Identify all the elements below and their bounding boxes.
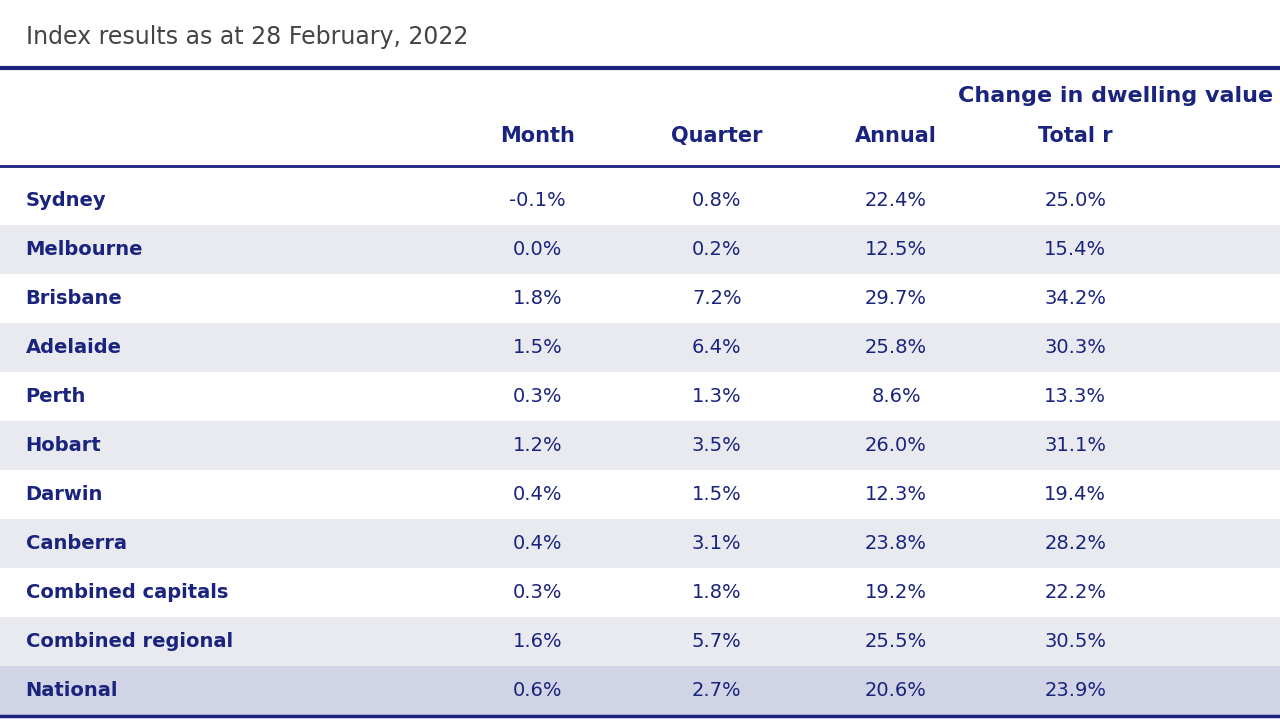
Text: 0.8%: 0.8% bbox=[692, 192, 741, 210]
Text: Annual: Annual bbox=[855, 126, 937, 146]
Text: 19.4%: 19.4% bbox=[1044, 485, 1106, 504]
Text: 20.6%: 20.6% bbox=[865, 681, 927, 700]
Text: 23.9%: 23.9% bbox=[1044, 681, 1106, 700]
Text: 29.7%: 29.7% bbox=[865, 289, 927, 308]
Bar bbox=[0, 519, 1280, 568]
Text: Combined regional: Combined regional bbox=[26, 632, 233, 651]
Text: Brisbane: Brisbane bbox=[26, 289, 123, 308]
Text: Melbourne: Melbourne bbox=[26, 240, 143, 259]
Text: -0.1%: -0.1% bbox=[509, 192, 566, 210]
Text: 3.5%: 3.5% bbox=[692, 436, 741, 455]
Text: 1.5%: 1.5% bbox=[692, 485, 741, 504]
Text: Change in dwelling value: Change in dwelling value bbox=[959, 86, 1274, 107]
Text: 0.2%: 0.2% bbox=[692, 240, 741, 259]
Text: 19.2%: 19.2% bbox=[865, 583, 927, 602]
Bar bbox=[0, 274, 1280, 323]
Text: 25.0%: 25.0% bbox=[1044, 192, 1106, 210]
Text: 8.6%: 8.6% bbox=[872, 387, 920, 406]
Text: Combined capitals: Combined capitals bbox=[26, 583, 228, 602]
Text: 1.6%: 1.6% bbox=[513, 632, 562, 651]
Text: 13.3%: 13.3% bbox=[1044, 387, 1106, 406]
Text: 15.4%: 15.4% bbox=[1044, 240, 1106, 259]
Text: Index results as at 28 February, 2022: Index results as at 28 February, 2022 bbox=[26, 25, 468, 49]
Text: 25.5%: 25.5% bbox=[865, 632, 927, 651]
Text: Month: Month bbox=[500, 126, 575, 146]
Text: 34.2%: 34.2% bbox=[1044, 289, 1106, 308]
Text: 1.8%: 1.8% bbox=[513, 289, 562, 308]
Text: 0.6%: 0.6% bbox=[513, 681, 562, 700]
Text: 31.1%: 31.1% bbox=[1044, 436, 1106, 455]
Text: Perth: Perth bbox=[26, 387, 86, 406]
Text: 1.5%: 1.5% bbox=[513, 338, 562, 357]
Text: 12.5%: 12.5% bbox=[865, 240, 927, 259]
Text: Hobart: Hobart bbox=[26, 436, 101, 455]
Text: Canberra: Canberra bbox=[26, 534, 127, 553]
Text: Quarter: Quarter bbox=[671, 126, 763, 146]
Text: 22.4%: 22.4% bbox=[865, 192, 927, 210]
Text: 26.0%: 26.0% bbox=[865, 436, 927, 455]
Bar bbox=[0, 323, 1280, 372]
Text: 0.0%: 0.0% bbox=[513, 240, 562, 259]
Text: 0.4%: 0.4% bbox=[513, 534, 562, 553]
Text: Darwin: Darwin bbox=[26, 485, 102, 504]
Bar bbox=[0, 421, 1280, 470]
Bar bbox=[0, 666, 1280, 715]
Text: 1.8%: 1.8% bbox=[692, 583, 741, 602]
Text: 0.3%: 0.3% bbox=[513, 387, 562, 406]
Bar bbox=[0, 617, 1280, 666]
Text: 0.4%: 0.4% bbox=[513, 485, 562, 504]
Text: 0.3%: 0.3% bbox=[513, 583, 562, 602]
Text: 2.7%: 2.7% bbox=[692, 681, 741, 700]
Text: 30.3%: 30.3% bbox=[1044, 338, 1106, 357]
Text: 6.4%: 6.4% bbox=[692, 338, 741, 357]
Bar bbox=[0, 176, 1280, 225]
Text: 12.3%: 12.3% bbox=[865, 485, 927, 504]
Text: 25.8%: 25.8% bbox=[865, 338, 927, 357]
Text: 7.2%: 7.2% bbox=[692, 289, 741, 308]
Text: 22.2%: 22.2% bbox=[1044, 583, 1106, 602]
Text: Sydney: Sydney bbox=[26, 192, 106, 210]
Text: 5.7%: 5.7% bbox=[692, 632, 741, 651]
Text: Adelaide: Adelaide bbox=[26, 338, 122, 357]
Text: Total r: Total r bbox=[1038, 126, 1112, 146]
Text: 1.3%: 1.3% bbox=[692, 387, 741, 406]
Text: 3.1%: 3.1% bbox=[692, 534, 741, 553]
Text: 1.2%: 1.2% bbox=[513, 436, 562, 455]
Bar bbox=[0, 470, 1280, 519]
Text: 30.5%: 30.5% bbox=[1044, 632, 1106, 651]
Text: National: National bbox=[26, 681, 118, 700]
Text: 28.2%: 28.2% bbox=[1044, 534, 1106, 553]
Bar bbox=[0, 225, 1280, 274]
Bar bbox=[0, 568, 1280, 617]
Text: 23.8%: 23.8% bbox=[865, 534, 927, 553]
Bar bbox=[0, 372, 1280, 421]
